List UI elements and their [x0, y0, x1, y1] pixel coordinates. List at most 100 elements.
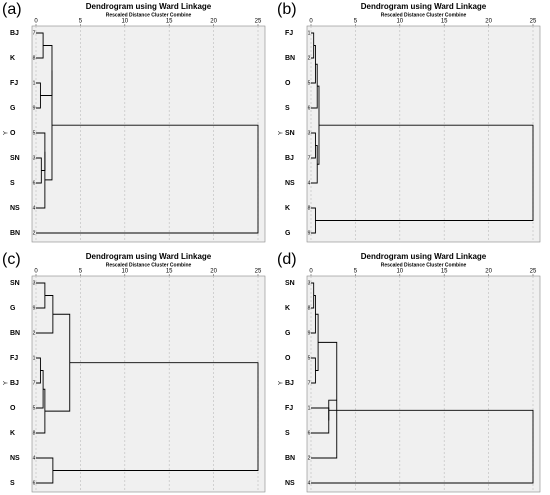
x-tick-label: 0	[309, 269, 313, 275]
dendrogram-link	[36, 124, 259, 234]
leaf-label: NS	[10, 205, 20, 212]
leaf-id: 6	[33, 180, 36, 186]
leaf-id: 8	[308, 205, 311, 211]
leaf-id: 9	[33, 305, 36, 311]
leaf-label: G	[10, 305, 16, 312]
y-axis-label: Y	[279, 381, 285, 385]
leaf-id: 6	[308, 105, 311, 111]
leaf-id: 2	[308, 455, 311, 461]
leaf-id: 1	[33, 80, 36, 86]
leaf-id: 6	[33, 480, 36, 486]
panel-label: (c)	[2, 251, 21, 268]
chart-subtitle: Rescaled Distance Cluster Combine	[381, 12, 467, 18]
dendrogram-link	[36, 151, 46, 209]
leaf-id: 4	[308, 480, 311, 486]
leaf-id: 2	[33, 230, 36, 236]
x-tick-label: 5	[354, 269, 358, 275]
leaf-id: 1	[308, 30, 311, 36]
x-tick-label: 25	[530, 269, 537, 275]
leaf-label: S	[285, 105, 290, 112]
leaf-id: 2	[33, 330, 36, 336]
leaf-label: K	[285, 305, 290, 312]
leaf-label: O	[10, 130, 16, 137]
x-tick-label: 10	[396, 19, 403, 25]
leaf-id: 3	[308, 280, 311, 286]
x-tick-label: 0	[309, 19, 313, 25]
x-tick-label: 15	[441, 269, 448, 275]
panel-label: (b)	[277, 1, 297, 18]
leaf-id: 7	[308, 155, 311, 161]
x-tick-label: 0	[34, 19, 38, 25]
leaf-id: 5	[33, 130, 36, 136]
leaf-id: 9	[33, 105, 36, 111]
x-tick-label: 20	[485, 269, 492, 275]
leaf-id: 5	[308, 80, 311, 86]
leaf-id: 1	[33, 355, 36, 361]
x-tick-label: 20	[210, 19, 217, 25]
leaf-id: 8	[308, 305, 311, 311]
leaf-label: G	[10, 105, 16, 112]
x-tick-label: 5	[354, 19, 358, 25]
x-tick-label: 0	[34, 269, 38, 275]
leaf-id: 2	[308, 55, 311, 61]
chart-subtitle: Rescaled Distance Cluster Combine	[106, 262, 192, 268]
leaf-id: 5	[33, 405, 36, 411]
leaf-id: 3	[308, 130, 311, 136]
leaf-id: 7	[33, 30, 36, 36]
x-tick-label: 20	[485, 19, 492, 25]
leaf-label: BN	[285, 455, 295, 462]
dendrogram-link	[328, 399, 337, 421]
leaf-label: K	[285, 205, 290, 212]
chart-title: Dendrogram using Ward Linkage	[361, 2, 487, 11]
leaf-label: O	[285, 355, 291, 362]
dendrogram-link	[315, 124, 534, 221]
chart-subtitle: Rescaled Distance Cluster Combine	[381, 262, 467, 268]
leaf-label: FJ	[10, 355, 18, 362]
chart-title: Dendrogram using Ward Linkage	[361, 252, 487, 261]
y-axis-label: Y	[4, 131, 10, 135]
leaf-label: FJ	[285, 30, 293, 37]
leaf-label: BN	[10, 230, 20, 237]
x-tick-label: 10	[396, 269, 403, 275]
leaf-label: BJ	[10, 30, 19, 37]
plot-area	[306, 25, 541, 243]
leaf-label: BJ	[285, 380, 294, 387]
dendrogram-link	[311, 409, 534, 484]
leaf-label: K	[10, 430, 15, 437]
panel-label: (a)	[2, 1, 22, 18]
x-tick-label: 20	[210, 269, 217, 275]
leaf-label: S	[285, 430, 290, 437]
leaf-id: 5	[308, 355, 311, 361]
x-tick-label: 25	[255, 269, 262, 275]
leaf-label: SN	[10, 280, 20, 287]
leaf-label: G	[285, 230, 291, 237]
leaf-id: 9	[308, 330, 311, 336]
x-tick-label: 10	[121, 19, 128, 25]
leaf-label: BJ	[10, 380, 19, 387]
x-tick-label: 15	[166, 269, 173, 275]
leaf-label: BJ	[285, 155, 294, 162]
x-tick-label: 5	[79, 269, 83, 275]
leaf-id: 6	[308, 430, 311, 436]
leaf-id: 8	[33, 55, 36, 61]
leaf-label: SN	[285, 280, 295, 287]
x-tick-label: 10	[121, 269, 128, 275]
leaf-label: S	[10, 180, 15, 187]
leaf-id: 3	[33, 155, 36, 161]
leaf-id: 8	[33, 430, 36, 436]
plot-area	[306, 275, 541, 493]
leaf-label: NS	[285, 180, 295, 187]
leaf-id: 4	[308, 180, 311, 186]
plot-area	[31, 275, 266, 493]
chart-title: Dendrogram using Ward Linkage	[86, 252, 212, 261]
y-axis-label: Y	[279, 131, 285, 135]
leaf-label: O	[10, 405, 16, 412]
leaf-label: FJ	[285, 405, 293, 412]
leaf-id: 9	[308, 230, 311, 236]
leaf-label: BN	[10, 330, 20, 337]
panel-label: (d)	[277, 251, 297, 268]
leaf-label: BN	[285, 55, 295, 62]
chart-subtitle: Rescaled Distance Cluster Combine	[106, 12, 192, 18]
